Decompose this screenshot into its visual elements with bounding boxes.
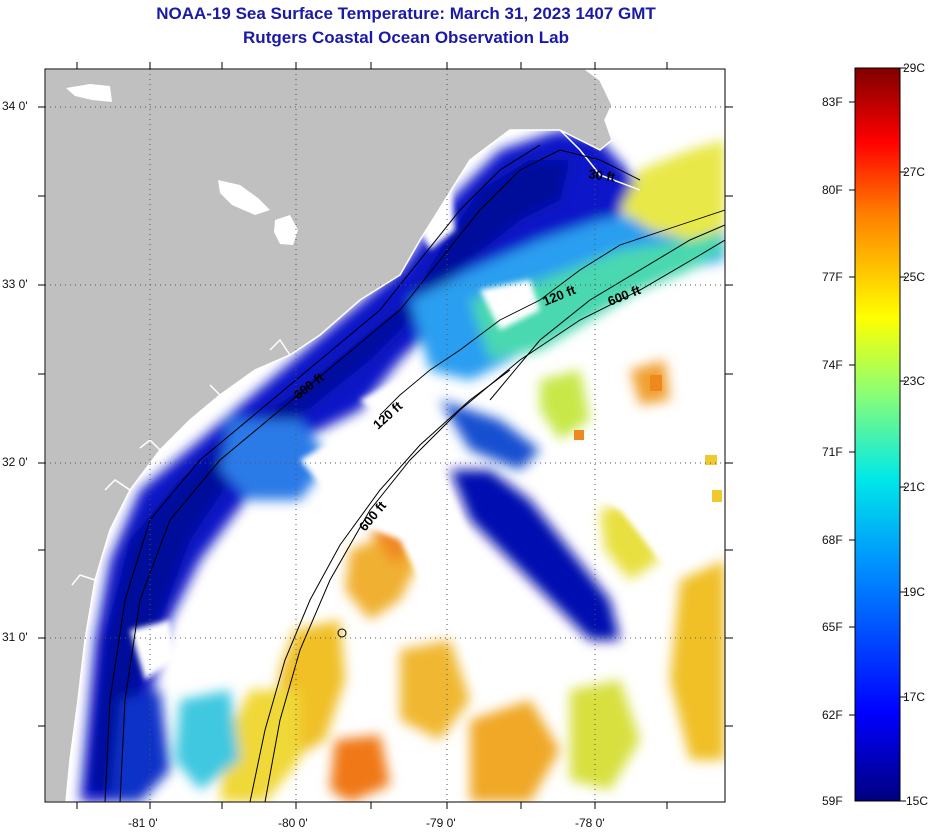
lat-label-33: 33 0' [2, 277, 28, 291]
colorbar-f-label: 77F [822, 270, 843, 284]
colorbar-c-label: 23C [903, 374, 926, 388]
isobath-label-30ft: 30 ft [588, 166, 617, 185]
map-title: NOAA-19 Sea Surface Temperature: March 3… [156, 4, 656, 23]
lat-label-34: 34 0' [2, 99, 28, 113]
colorbar-c-label: 15C [906, 794, 929, 808]
colorbar-c-label: 29C [903, 61, 926, 75]
colorbar-f-label: 80F [822, 183, 843, 197]
map-frame [44, 68, 726, 803]
sst-field [80, 130, 725, 802]
lon-label-78: -78 0' [575, 816, 605, 830]
frame-ticks [38, 62, 733, 809]
colorbar-c-label: 21C [903, 480, 926, 494]
lon-label-80: -80 0' [278, 816, 308, 830]
lat-label-31: 31 0' [2, 630, 28, 644]
graticule [45, 69, 725, 802]
lon-label-81: -81 0' [128, 816, 158, 830]
map-subtitle: Rutgers Coastal Ocean Observation Lab [243, 28, 569, 47]
lat-label-32: 32 0' [2, 455, 28, 469]
colorbar-f-label: 59F [822, 794, 843, 808]
colorbar-c-label: 27C [903, 165, 926, 179]
colorbar-f-label: 68F [822, 533, 843, 547]
shoal-marker [337, 628, 347, 638]
colorbar-f-label: 71F [822, 445, 843, 459]
isobath-lines [104, 144, 725, 802]
colorbar [854, 67, 901, 802]
warm-spots [574, 375, 722, 502]
land-clouds [66, 84, 298, 245]
colorbar-f-label: 62F [822, 708, 843, 722]
colorbar-c-label: 25C [903, 270, 926, 284]
colorbar-f-label: 65F [822, 620, 843, 634]
colorbar-f-label: 83F [822, 95, 843, 109]
colorbar-c-label: 17C [903, 690, 926, 704]
land-mass [45, 69, 613, 802]
colorbar-ticks [849, 67, 906, 802]
lon-label-79: -79 0' [426, 816, 456, 830]
colorbar-c-label: 19C [903, 585, 926, 599]
colorbar-f-label: 74F [822, 358, 843, 372]
